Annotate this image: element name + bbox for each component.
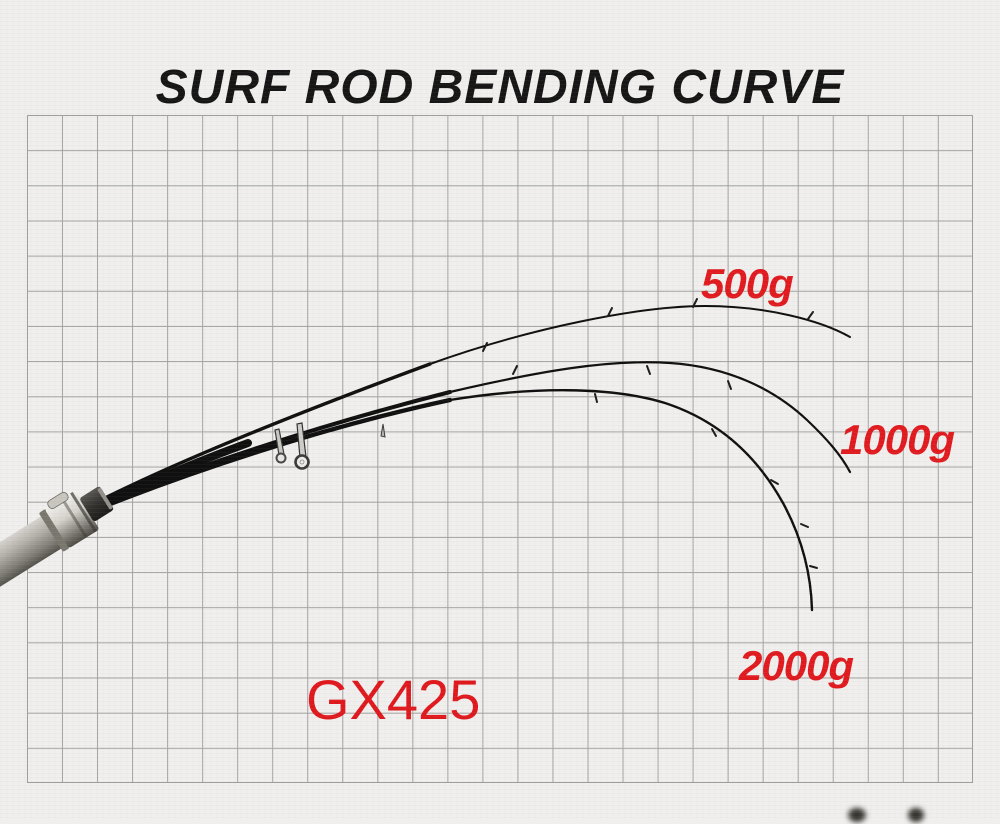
reel-seat-back-ridge xyxy=(39,509,70,552)
reel-seat-hood xyxy=(47,491,69,509)
nut-ring xyxy=(97,487,113,510)
guide-ticks xyxy=(482,298,818,569)
collar-ridge xyxy=(70,491,98,533)
curve-2000g-butt xyxy=(92,397,453,513)
line-guides xyxy=(274,422,386,470)
rod-handle xyxy=(0,486,114,617)
model-label: GX425 xyxy=(306,668,481,731)
curve-1000g-tip xyxy=(448,361,852,474)
line-guide-small xyxy=(274,423,386,464)
rod-curves xyxy=(51,304,852,612)
bottom-edge-smudge xyxy=(846,806,868,824)
handle-grip xyxy=(0,515,64,617)
curve-500g-butt xyxy=(93,362,432,505)
line-guide-large xyxy=(294,422,310,470)
curve-1000g-butt xyxy=(93,390,452,509)
collar-ridge xyxy=(60,497,88,539)
grid-paper-background xyxy=(27,115,973,783)
load-label-1000g: 1000g xyxy=(840,416,955,463)
curve-2000g-tip xyxy=(448,389,814,612)
page-title: SURF ROD BENDING CURVE xyxy=(155,61,845,115)
bottom-edge-smudge xyxy=(906,806,926,824)
load-label-500g: 500g xyxy=(701,260,794,307)
curve-500g-tip xyxy=(429,304,851,365)
load-label-2000g: 2000g xyxy=(739,642,854,689)
